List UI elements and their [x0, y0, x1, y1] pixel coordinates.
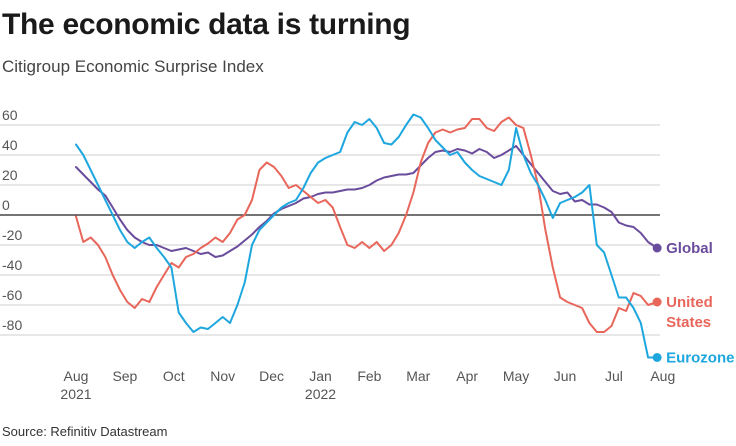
x-tick-year-label: 2021 — [60, 386, 91, 402]
gridlines — [0, 124, 660, 336]
x-tick-label: Dec — [259, 368, 284, 384]
chart-subtitle: Citigroup Economic Surprise Index — [2, 57, 264, 76]
x-tick-label: Apr — [456, 368, 478, 384]
x-tick-label: Jun — [554, 368, 577, 384]
x-tick-label: Jul — [605, 368, 623, 384]
x-tick-label: Mar — [406, 368, 430, 384]
x-tick-label: May — [503, 368, 529, 384]
series-line-eurozone — [75, 113, 659, 359]
x-tick-label: Aug — [650, 368, 675, 384]
y-tick-label: -80 — [2, 317, 22, 333]
series-label-eurozone: Eurozone — [666, 350, 734, 367]
y-tick-label: 60 — [2, 107, 18, 123]
y-tick-label: -40 — [2, 257, 22, 273]
x-tick-label: Sep — [112, 368, 137, 384]
series-lines — [75, 113, 662, 362]
series-end-marker-united-states — [652, 297, 662, 307]
series-end-marker-global — [652, 243, 662, 253]
x-tick-label: Feb — [357, 368, 381, 384]
series-line-united-states — [75, 116, 659, 333]
x-tick-label: Jan — [309, 368, 332, 384]
x-tick-label: Oct — [163, 368, 185, 384]
y-tick-label: -60 — [2, 287, 22, 303]
y-tick-label: 0 — [2, 197, 10, 213]
series-label-united-states: States — [666, 314, 711, 331]
chart-title: The economic data is turning — [2, 8, 411, 41]
series-label-united-states: United — [666, 294, 713, 311]
x-tick-label: Nov — [210, 368, 235, 384]
y-tick-label: 40 — [2, 137, 18, 153]
x-tick-label: Aug — [64, 368, 89, 384]
series-line-global — [75, 145, 659, 258]
series-label-global: Global — [666, 240, 713, 257]
y-axis-tick-labels: 60 40 20 0 -20 -40 -60 -80 — [2, 107, 22, 333]
y-tick-label: -20 — [2, 227, 22, 243]
series-end-labels: Global United States Eurozone — [666, 240, 734, 367]
y-tick-label: 20 — [2, 167, 18, 183]
series-end-marker-eurozone — [652, 353, 662, 362]
x-tick-year-label: 2022 — [305, 386, 336, 402]
source-note: Source: Refinitiv Datastream — [2, 424, 168, 439]
x-axis-tick-labels: Aug 2021 Sep Oct Nov Dec Jan 2022 Feb Mar Apr May Ju… — [60, 368, 675, 402]
